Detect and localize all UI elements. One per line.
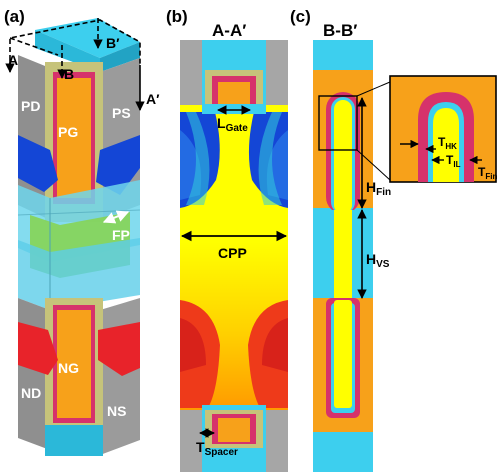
- region-pg-label: PG: [58, 124, 78, 140]
- fp-arrow: [102, 210, 130, 224]
- c-lower-fin: [334, 300, 352, 408]
- b-top-fin: [218, 82, 250, 104]
- ns-red: [98, 322, 140, 376]
- region-ps-label: PS: [112, 105, 131, 121]
- panel-b-label: (b): [166, 7, 188, 26]
- cut-plane-a: [9, 19, 141, 65]
- bottom-cap: [45, 425, 103, 456]
- panel-a: (a) A B B′ A′ PD PS PG FP NG ND NS: [4, 7, 160, 456]
- pg-fin: [57, 78, 91, 198]
- h-fin-label: HFin: [366, 179, 391, 198]
- t-hk-label: THK: [438, 135, 457, 151]
- t-il-label: TIL: [446, 153, 461, 169]
- t-fin-label: TFin: [478, 165, 497, 181]
- cut-label-b: B: [64, 66, 74, 82]
- panel-c: (c) B-B′ HFin HVS THK TIL TFin: [290, 7, 497, 472]
- panel-b: (b) A-A′ LGate CPP TSpacer: [166, 7, 288, 472]
- mid-cyan-front: [18, 238, 140, 310]
- top-cap-front: [35, 30, 100, 72]
- panel-c-label: (c): [290, 7, 311, 26]
- panel-c-title: B-B′: [323, 21, 357, 40]
- pd-blue: [18, 135, 58, 192]
- b-bottom-fin: [218, 418, 250, 442]
- cut-label-a: A: [8, 52, 18, 68]
- l-gate-label: LGate: [217, 115, 248, 134]
- t-spacer-label: TSpacer: [196, 439, 238, 458]
- cpp-label: CPP: [218, 245, 247, 261]
- nd-red: [18, 322, 58, 375]
- cut-label-a-prime: A′: [146, 91, 160, 107]
- region-nd-label: ND: [21, 385, 41, 401]
- region-pd-label: PD: [21, 98, 40, 114]
- region-fp-label: FP: [112, 227, 130, 243]
- panel-a-label: (a): [4, 7, 25, 26]
- region-ng-label: NG: [58, 360, 79, 376]
- panel-b-title: A-A′: [212, 21, 246, 40]
- h-vs-label: HVS: [366, 251, 390, 270]
- c-upper-fin: [334, 100, 352, 214]
- ns-body: [100, 298, 140, 455]
- top-cap-side: [100, 42, 140, 72]
- cut-label-b-prime: B′: [106, 35, 120, 51]
- ng-fin: [57, 310, 91, 418]
- ps-blue: [96, 135, 140, 195]
- region-ns-label: NS: [107, 403, 126, 419]
